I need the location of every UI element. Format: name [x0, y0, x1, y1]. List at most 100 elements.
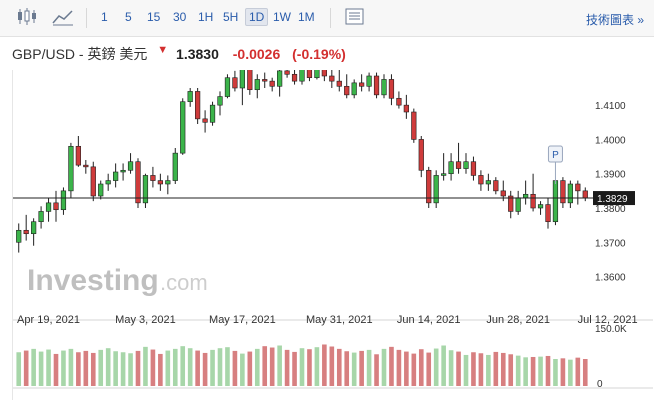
x-tick-label: May 3, 2021	[115, 314, 176, 326]
y-tick-label: 1.3900	[595, 170, 626, 181]
volume-bar	[98, 349, 104, 386]
candle-up	[105, 180, 111, 185]
timeframe-1w[interactable]: 1W	[273, 10, 291, 24]
volume-bar	[463, 354, 469, 386]
volume-bar	[23, 350, 29, 386]
volume-bar	[344, 351, 350, 386]
volume-bar	[530, 356, 536, 386]
candle-down	[396, 97, 402, 106]
candle-down	[232, 77, 238, 89]
candle-down	[135, 161, 141, 204]
instrument-header: GBP/USD - 英鎊 美元 ▼ 1.3830 -0.0026 (-0.19%…	[12, 44, 346, 64]
volume-bar	[217, 348, 223, 386]
candle-up	[165, 180, 171, 185]
toolbar-separator	[330, 8, 331, 28]
candle-up	[68, 145, 74, 192]
volume-bar	[389, 346, 394, 386]
volume-bar	[545, 355, 551, 386]
volume-bar	[523, 357, 528, 386]
volume-bar	[143, 346, 148, 386]
volume-bar	[38, 351, 44, 386]
volume-bar	[277, 345, 282, 386]
timeframe-5[interactable]: 5	[125, 10, 132, 24]
volume-bar	[381, 348, 387, 386]
timeframe-1m[interactable]: 1M	[298, 10, 315, 24]
candle-down	[321, 63, 327, 77]
down-arrow-icon: ▼	[157, 44, 169, 56]
candle-down	[478, 175, 484, 185]
candle-up	[45, 202, 52, 212]
volume-bar	[158, 353, 163, 386]
timeframe-15[interactable]: 15	[147, 10, 161, 24]
candle-down	[306, 67, 313, 79]
candle-up	[433, 175, 439, 204]
candle-down	[329, 75, 335, 82]
candle-up	[113, 171, 119, 181]
y-tick-label: 1.4000	[595, 135, 626, 146]
candle-down	[262, 79, 268, 82]
candle-up	[552, 180, 559, 223]
volume-bar	[336, 348, 342, 386]
candle-down	[202, 118, 208, 123]
volume-bar	[202, 352, 208, 386]
volume-bar	[135, 350, 141, 386]
volume-bar	[172, 348, 178, 386]
candle-up	[381, 79, 387, 96]
candle-down	[75, 145, 81, 166]
volume-bar	[68, 348, 74, 386]
volume-bar	[418, 349, 424, 386]
candle-down	[336, 80, 342, 87]
chart-area[interactable]: Investing .com 1.4100 1.4000 1.3900 1.3800 1…	[12, 57, 653, 400]
volume-bar	[61, 350, 66, 386]
area-chart-icon[interactable]	[50, 6, 76, 28]
volume-bar	[90, 352, 96, 386]
volume-bar	[105, 348, 111, 386]
x-tick-label: May 31, 2021	[306, 314, 373, 326]
volume-bar	[560, 358, 566, 386]
volume-bar	[396, 349, 402, 386]
volume-bar	[448, 350, 454, 386]
candle-up	[441, 173, 447, 176]
candle-up	[448, 161, 454, 175]
candle-up	[120, 169, 126, 173]
timeframe-1[interactable]: 1	[101, 10, 108, 24]
volume-bar	[16, 352, 22, 386]
volume-bar	[128, 353, 133, 386]
volume-bar	[582, 359, 588, 386]
volume-bar	[322, 344, 327, 386]
volume-bar	[411, 353, 417, 386]
timeframe-30[interactable]: 30	[173, 10, 187, 24]
volume-bar	[493, 351, 499, 386]
y-tick-label: 1.4100	[595, 101, 626, 112]
y-tick-label: 1.3700	[595, 238, 626, 249]
candle-up	[60, 190, 67, 211]
candle-up	[187, 91, 193, 103]
candle-down	[418, 139, 424, 171]
volume-bar	[374, 354, 379, 386]
svg-text:.com: .com	[160, 270, 208, 295]
candle-down	[90, 166, 96, 197]
candle-up	[537, 204, 544, 209]
candle-down	[493, 180, 499, 192]
volume-bar	[195, 350, 200, 386]
timeframe-5h[interactable]: 5H	[223, 10, 239, 24]
position-flag-label: P	[552, 150, 559, 161]
current-price-badge	[593, 191, 635, 206]
candle-down	[83, 164, 89, 168]
x-tick-label: Jun 28, 2021	[486, 314, 550, 326]
candle-up	[254, 79, 260, 91]
volume-bar	[441, 345, 446, 386]
volume-bar	[83, 350, 89, 386]
technical-chart-link[interactable]: 技術圖表 »	[585, 13, 644, 27]
candle-up	[314, 63, 320, 79]
timeframe-1h[interactable]: 1H	[198, 10, 214, 24]
timeframe-1d[interactable]: 1D	[245, 8, 269, 26]
chart-toolbar: 1 5 15 30 1H 5H 1D 1W 1M 技術圖表 »	[0, 0, 654, 37]
candle-down	[53, 202, 59, 211]
candlestick-chart-icon[interactable]	[14, 6, 40, 28]
data-table-icon[interactable]	[342, 6, 368, 28]
volume-bar	[46, 349, 51, 386]
volume-bar	[247, 351, 253, 386]
volume-tick-label: 150.0K	[595, 324, 627, 335]
candle-up	[38, 211, 44, 223]
